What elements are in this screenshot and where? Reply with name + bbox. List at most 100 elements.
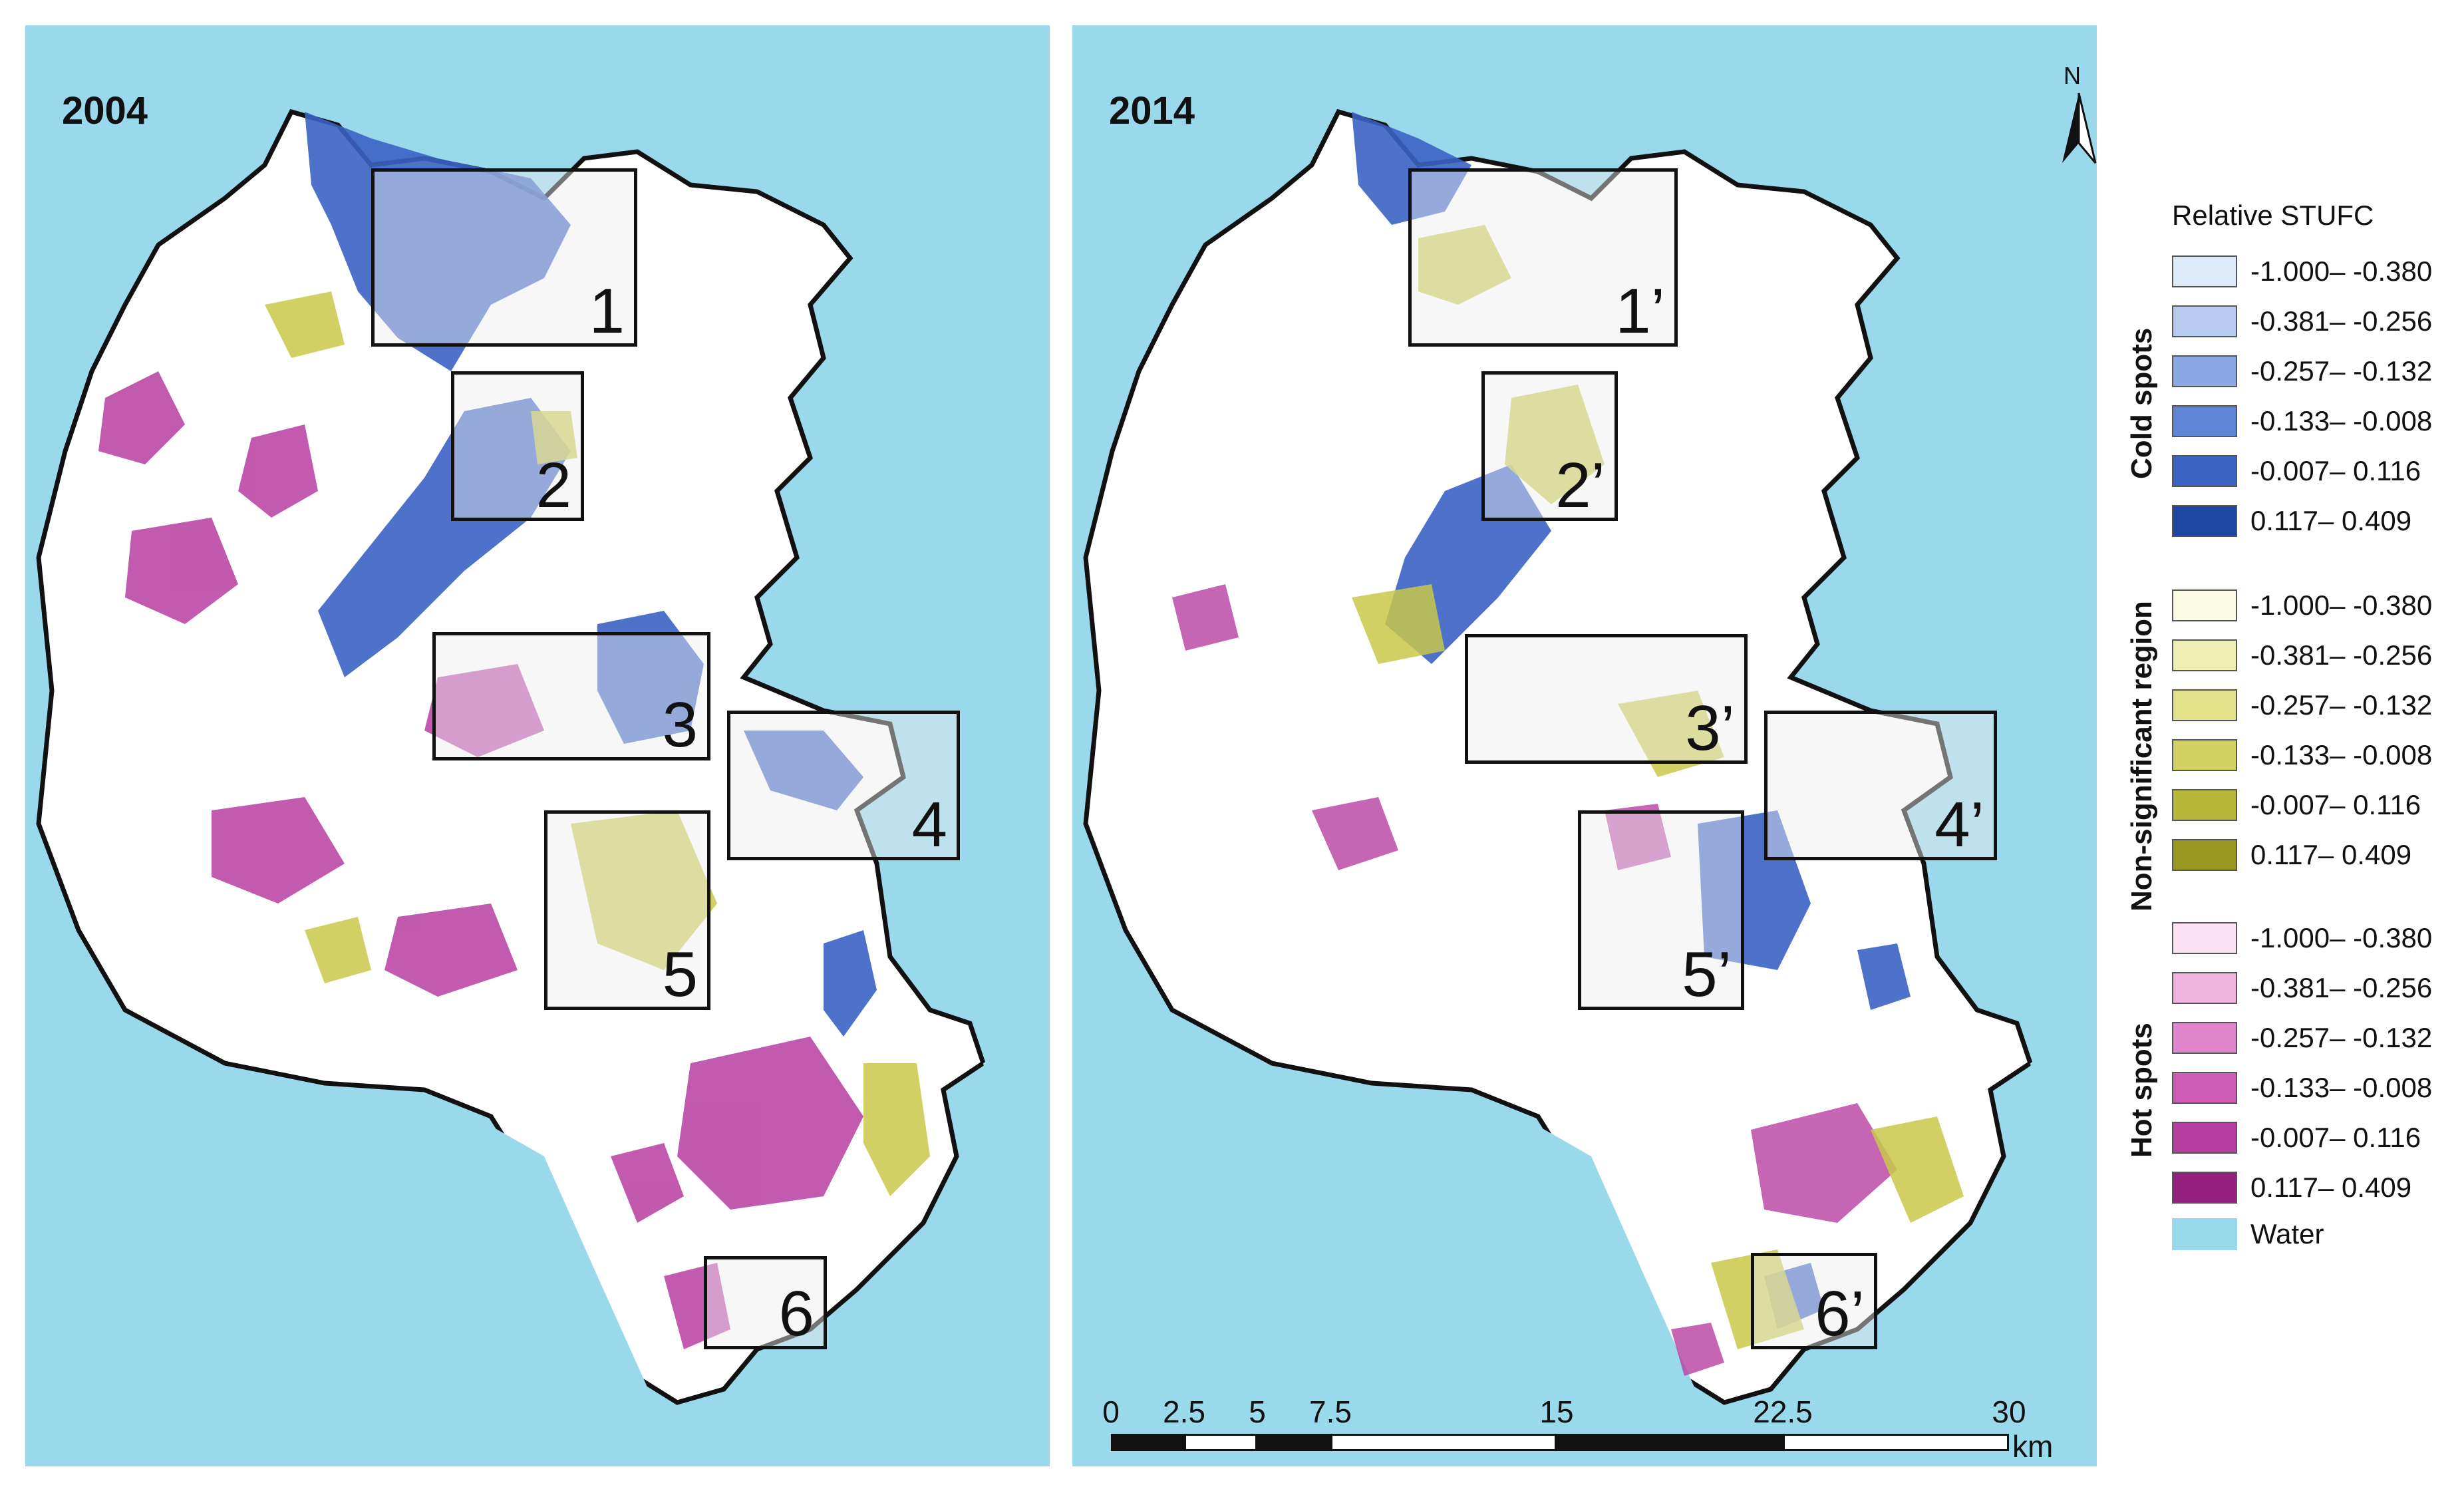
north-arrow-icon [2062,92,2097,164]
inset-box-5: 5 [544,810,710,1010]
inset-label: 4’ [1934,789,1984,860]
scale-segment [1111,1434,1184,1451]
non-significant-patches [265,291,930,1196]
legend-swatch [2172,355,2237,387]
legend-label: -0.381– -0.256 [2250,972,2433,1003]
legend-swatch [2172,405,2237,437]
inset-label: 6’ [1815,1278,1865,1349]
inset-label: 6 [778,1278,814,1349]
inset-box-2: 2’ [1481,371,1618,521]
legend-label: -1.000– -0.380 [2250,589,2433,621]
legend-label: -0.257– -0.132 [2250,1022,2433,1053]
water-body [1072,890,2097,1466]
legend-item: -0.007– 0.116 [2172,1118,2421,1158]
legend-title: Relative STUFC [2172,200,2374,231]
scale-segment [1557,1434,1783,1451]
scale-segment [1257,1434,1330,1451]
legend-label: 0.117– 0.409 [2250,1172,2412,1203]
legend-item: -0.381– -0.256 [2172,635,2432,675]
legend-swatch [2172,972,2237,1004]
inset-box-6: 6 [704,1256,827,1349]
inset-label: 3 [662,689,698,760]
legend-item: -0.257– -0.132 [2172,351,2432,391]
inset-box-5: 5’ [1578,810,1744,1010]
map-2014 [1072,25,2097,1466]
legend-label: -0.007– 0.116 [2250,1122,2421,1153]
inset-box-4: 4’ [1764,711,1997,860]
inset-label: 1 [589,275,625,347]
legend-swatch [2172,589,2237,621]
legend-item: -0.007– 0.116 [2172,451,2421,491]
legend-swatch [2172,455,2237,487]
scale-segment [1184,1434,1257,1451]
legend-item: -0.133– -0.008 [2172,735,2432,775]
north-label: N [2064,62,2081,89]
legend-item: 0.117– 0.409 [2172,501,2411,541]
inset-label: 5’ [1682,939,1732,1010]
legend-swatch [2172,1218,2237,1250]
legend-label: -0.133– -0.008 [2250,739,2433,770]
legend-swatch [2172,839,2237,871]
inset-box-1: 1’ [1408,168,1678,347]
inset-box-2: 2 [451,371,584,521]
inset-box-4: 4 [727,711,960,860]
legend-item: -0.133– -0.008 [2172,1068,2432,1108]
legend-swatch [2172,922,2237,954]
legend: Relative STUFC Cold spots -1.000– -0.380… [2112,200,2458,1277]
inset-box-3: 3 [432,632,710,760]
inset-label: 2’ [1555,450,1605,521]
legend-item: -1.000– -0.380 [2172,918,2432,958]
year-label: 2014 [1109,89,1195,132]
non-significant-patches [1352,225,1964,1349]
water-body [624,25,1050,198]
map-panel-2004: 2004 1 2 3 4 5 6 [25,25,1050,1466]
map-panel-2014: 2014 1’ 2’ 3’ 4’ 5’ 6’ [1072,25,2097,1466]
legend-item: -0.257– -0.132 [2172,1018,2432,1058]
legend-label: 0.117– 0.409 [2250,505,2412,536]
inset-label: 2 [536,450,571,521]
legend-label: -0.257– -0.132 [2250,689,2433,721]
legend-swatch [2172,1172,2237,1204]
scale-tick: 0 [1102,1395,1120,1429]
legend-label: -0.007– 0.116 [2250,455,2421,486]
hot-spot-patches [1172,584,1897,1376]
legend-swatch [2172,739,2237,771]
inset-label: 5 [662,939,698,1010]
water-body [1671,25,2097,198]
inset-label: 3’ [1685,693,1735,764]
scale-segment [1783,1434,2009,1451]
scale-bar: 0 2.5 5 7.5 15 22.5 30 km [1102,1394,2076,1464]
legend-item: 0.117– 0.409 [2172,1168,2411,1208]
legend-group-label: Hot spots [2125,1023,2158,1158]
water-body [25,25,398,371]
legend-item-water: Water [2172,1214,2324,1254]
legend-label: -0.133– -0.008 [2250,405,2433,436]
legend-swatch [2172,1022,2237,1054]
legend-label: -1.000– -0.380 [2250,922,2433,953]
legend-swatch [2172,305,2237,337]
legend-group-label: Cold spots [2125,327,2158,479]
legend-swatch [2172,255,2237,287]
water-body [1072,25,1445,371]
legend-label: -0.381– -0.256 [2250,639,2433,671]
scale-tick: 30 [1992,1395,2026,1429]
legend-item: -1.000– -0.380 [2172,585,2432,625]
legend-item: -0.381– -0.256 [2172,301,2432,341]
legend-label: -0.007– 0.116 [2250,789,2421,820]
study-area [1083,108,2034,1405]
legend-swatch [2172,789,2237,821]
legend-swatch [2172,1072,2237,1104]
legend-label: -0.381– -0.256 [2250,305,2433,337]
scale-segment [1330,1434,1557,1451]
inset-label: 4 [911,789,947,860]
inset-box-1: 1 [371,168,637,347]
legend-item: 0.117– 0.409 [2172,835,2411,875]
scale-tick: 5 [1249,1395,1266,1429]
scale-tick: 22.5 [1753,1395,1813,1429]
legend-swatch [2172,505,2237,537]
legend-label: -0.257– -0.132 [2250,355,2433,387]
water-body [25,890,1050,1466]
scale-unit: km [2012,1429,2054,1464]
legend-label: 0.117– 0.409 [2250,839,2412,870]
hot-spot-patches [98,371,863,1349]
